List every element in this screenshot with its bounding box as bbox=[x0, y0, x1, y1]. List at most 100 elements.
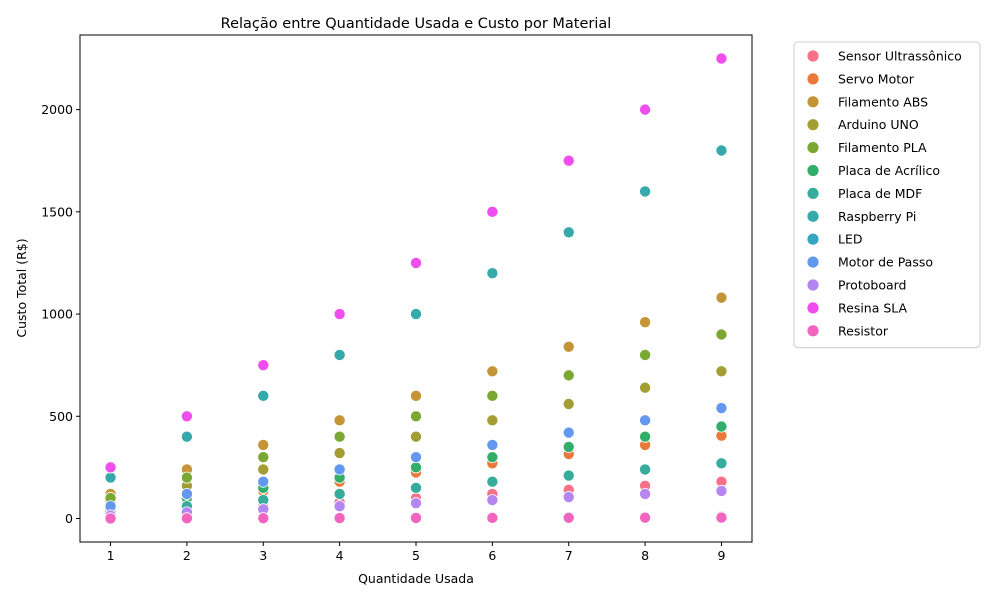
x-tick-label: 3 bbox=[259, 548, 267, 563]
data-point bbox=[257, 463, 270, 476]
legend-marker bbox=[807, 73, 819, 85]
data-point bbox=[333, 308, 346, 321]
data-point bbox=[486, 438, 499, 451]
data-point bbox=[715, 52, 728, 65]
data-point bbox=[562, 511, 575, 524]
data-point bbox=[257, 512, 270, 525]
legend-marker bbox=[807, 119, 819, 131]
legend-label: LED bbox=[838, 232, 863, 247]
data-point bbox=[409, 451, 422, 464]
data-point bbox=[409, 461, 422, 474]
data-point bbox=[180, 471, 193, 484]
data-point bbox=[715, 457, 728, 470]
plot-area bbox=[104, 52, 728, 525]
legend-marker bbox=[807, 164, 819, 177]
legend-label: Servo Motor bbox=[838, 71, 915, 86]
data-point bbox=[409, 430, 422, 443]
data-point bbox=[409, 511, 422, 524]
data-point bbox=[333, 487, 346, 500]
data-point bbox=[180, 512, 193, 525]
legend-label: Filamento PLA bbox=[838, 140, 927, 155]
data-point bbox=[486, 389, 499, 402]
data-point bbox=[639, 316, 652, 329]
data-point bbox=[104, 471, 117, 484]
series-5 bbox=[104, 328, 728, 505]
legend-marker bbox=[807, 50, 819, 62]
legend: Sensor Ultrassônico Servo Motor Filamento … bbox=[793, 41, 981, 349]
data-point bbox=[562, 340, 575, 353]
data-point bbox=[486, 511, 499, 524]
data-point bbox=[409, 410, 422, 423]
legend-marker bbox=[807, 210, 819, 222]
data-point bbox=[333, 512, 346, 525]
legend-item: Placa de Acrílico bbox=[807, 163, 940, 178]
legend-label: Arduino UNO bbox=[838, 117, 919, 132]
data-point bbox=[639, 414, 652, 427]
data-point bbox=[333, 500, 346, 513]
data-point bbox=[562, 491, 575, 504]
legend-item: Filamento ABS bbox=[807, 94, 928, 109]
data-point bbox=[409, 481, 422, 494]
legend-label: Raspberry Pi bbox=[838, 209, 916, 224]
legend-item: Placa de MDF bbox=[807, 186, 922, 201]
legend-label: Sensor Ultrassônico bbox=[838, 49, 962, 64]
data-point bbox=[715, 328, 728, 341]
legend-label: Resistor bbox=[838, 323, 889, 338]
data-point bbox=[562, 440, 575, 453]
y-tick-label: 0 bbox=[65, 511, 73, 526]
data-point bbox=[715, 402, 728, 415]
x-tick-label: 1 bbox=[107, 548, 115, 563]
data-point bbox=[639, 381, 652, 394]
data-point bbox=[562, 398, 575, 411]
x-axis-label: Quantidade Usada bbox=[358, 571, 474, 586]
series-13 bbox=[104, 511, 728, 525]
legend-item: Resina SLA bbox=[807, 300, 908, 315]
legend-marker bbox=[807, 96, 819, 108]
y-axis-label: Custo Total (R$) bbox=[14, 238, 29, 337]
y-tick-label: 500 bbox=[49, 409, 73, 424]
legend-item: LED bbox=[807, 232, 863, 247]
data-point bbox=[639, 511, 652, 524]
data-point bbox=[562, 426, 575, 439]
legend-item: Protoboard bbox=[807, 278, 906, 293]
series-12 bbox=[104, 52, 728, 474]
data-point bbox=[639, 430, 652, 443]
data-point bbox=[715, 291, 728, 304]
legend-item: Arduino UNO bbox=[807, 117, 919, 132]
data-point bbox=[333, 463, 346, 476]
legend-marker bbox=[807, 142, 819, 154]
data-point bbox=[104, 461, 117, 474]
legend-marker bbox=[807, 187, 819, 199]
y-tick-label: 1000 bbox=[41, 307, 73, 322]
x-tick-label: 7 bbox=[565, 548, 573, 563]
legend-frame bbox=[793, 41, 981, 349]
data-point bbox=[639, 487, 652, 500]
data-point bbox=[486, 414, 499, 427]
data-point bbox=[409, 256, 422, 269]
y-tick-label: 1500 bbox=[41, 204, 73, 219]
data-point bbox=[562, 369, 575, 382]
x-tick-label: 4 bbox=[336, 548, 344, 563]
data-point bbox=[639, 348, 652, 361]
series-3 bbox=[104, 291, 728, 500]
legend-item: Motor de Passo bbox=[807, 255, 933, 270]
legend-item: Filamento PLA bbox=[807, 140, 927, 155]
chart-title: Relação entre Quantidade Usada e Custo p… bbox=[221, 16, 612, 32]
data-point bbox=[639, 463, 652, 476]
legend-label: Filamento ABS bbox=[838, 94, 928, 109]
data-point bbox=[562, 154, 575, 167]
legend-item: Raspberry Pi bbox=[807, 209, 916, 224]
legend-marker bbox=[807, 325, 819, 337]
data-point bbox=[715, 511, 728, 524]
data-point bbox=[639, 185, 652, 198]
x-axis: 1 2 3 4 5 6 7 8 9 bbox=[107, 542, 725, 563]
data-point bbox=[257, 389, 270, 402]
legend-marker bbox=[807, 256, 819, 268]
data-point bbox=[257, 451, 270, 464]
legend-label: Resina SLA bbox=[838, 300, 908, 315]
legend-marker bbox=[807, 233, 819, 245]
legend-item: Servo Motor bbox=[807, 71, 915, 86]
data-point bbox=[486, 267, 499, 280]
data-point bbox=[180, 487, 193, 500]
data-point bbox=[409, 497, 422, 510]
